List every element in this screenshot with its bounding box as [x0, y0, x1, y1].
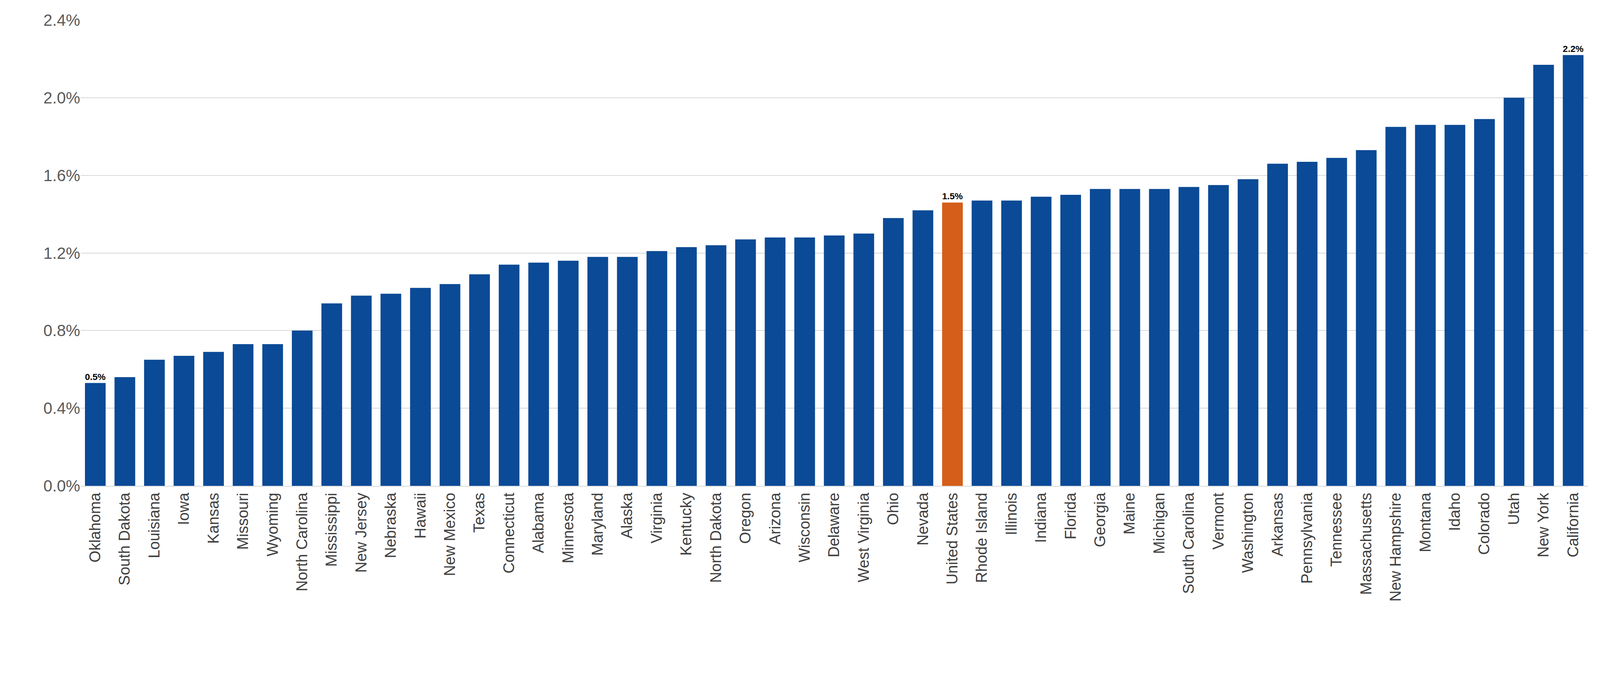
svg-text:1.6%: 1.6%	[43, 166, 81, 185]
svg-text:Louisiana: Louisiana	[145, 492, 163, 559]
svg-text:North Dakota: North Dakota	[707, 492, 725, 583]
svg-text:0.4%: 0.4%	[43, 399, 81, 418]
svg-text:California: California	[1564, 492, 1582, 558]
svg-text:Vermont: Vermont	[1209, 492, 1227, 550]
svg-text:1.5%: 1.5%	[942, 191, 963, 202]
svg-text:Oregon: Oregon	[736, 492, 754, 544]
svg-text:0.0%: 0.0%	[43, 477, 81, 495]
svg-text:Indiana: Indiana	[1032, 492, 1050, 544]
svg-text:2.4%: 2.4%	[43, 11, 81, 29]
svg-text:Delaware: Delaware	[825, 492, 843, 558]
svg-text:Arkansas: Arkansas	[1269, 492, 1286, 557]
svg-text:Virginia: Virginia	[648, 492, 666, 544]
svg-text:Utah: Utah	[1505, 492, 1523, 526]
svg-text:Kansas: Kansas	[204, 492, 222, 544]
svg-text:West Virginia: West Virginia	[855, 492, 873, 583]
svg-text:Minnesota: Minnesota	[559, 492, 577, 564]
svg-text:Idaho: Idaho	[1446, 492, 1464, 532]
svg-text:Texas: Texas	[470, 492, 488, 533]
svg-text:Rhode Island: Rhode Island	[973, 492, 991, 583]
svg-text:South Dakota: South Dakota	[115, 492, 133, 586]
svg-text:New York: New York	[1534, 492, 1552, 558]
svg-text:Hawaii: Hawaii	[411, 492, 429, 539]
svg-text:South Carolina: South Carolina	[1180, 492, 1197, 594]
svg-text:0.5%: 0.5%	[84, 372, 106, 383]
svg-text:Wisconsin: Wisconsin	[795, 492, 813, 563]
svg-text:Ohio: Ohio	[884, 492, 902, 526]
svg-text:2.0%: 2.0%	[43, 88, 81, 107]
svg-text:Mississippi: Mississippi	[322, 492, 340, 567]
svg-text:North Carolina: North Carolina	[293, 492, 311, 592]
svg-text:1.2%: 1.2%	[43, 244, 81, 263]
svg-text:Washington: Washington	[1239, 492, 1257, 573]
svg-text:Nebraska: Nebraska	[382, 492, 399, 559]
svg-text:0.8%: 0.8%	[43, 321, 81, 340]
svg-text:Massachusetts: Massachusetts	[1357, 492, 1375, 595]
svg-text:Colorado: Colorado	[1475, 492, 1493, 555]
svg-text:Kentucky: Kentucky	[677, 492, 695, 556]
svg-text:2.2%: 2.2%	[1562, 43, 1584, 54]
svg-text:Wyoming: Wyoming	[264, 492, 282, 557]
svg-text:Missouri: Missouri	[234, 492, 252, 550]
svg-text:Maine: Maine	[1120, 492, 1138, 535]
svg-text:New Mexico: New Mexico	[441, 492, 459, 577]
svg-text:Michigan: Michigan	[1150, 492, 1168, 555]
svg-text:Alabama: Alabama	[529, 492, 547, 554]
svg-text:Pennsylvania: Pennsylvania	[1298, 492, 1316, 584]
svg-text:Tennessee: Tennessee	[1327, 492, 1345, 567]
svg-text:United States: United States	[943, 492, 961, 585]
svg-text:Oklahoma: Oklahoma	[86, 492, 104, 563]
svg-text:Connecticut: Connecticut	[500, 492, 518, 574]
svg-text:Nevada: Nevada	[914, 492, 932, 546]
svg-text:New Jersey: New Jersey	[352, 492, 370, 573]
svg-text:Iowa: Iowa	[175, 492, 193, 526]
svg-text:Illinois: Illinois	[1002, 492, 1020, 536]
svg-text:Florida: Florida	[1062, 492, 1080, 540]
svg-text:Arizona: Arizona	[766, 492, 784, 545]
svg-text:Maryland: Maryland	[589, 492, 606, 556]
svg-text:Alaska: Alaska	[618, 492, 636, 539]
svg-text:Georgia: Georgia	[1091, 492, 1109, 548]
svg-text:Montana: Montana	[1416, 492, 1434, 553]
svg-text:New Hampshire: New Hampshire	[1387, 492, 1404, 602]
